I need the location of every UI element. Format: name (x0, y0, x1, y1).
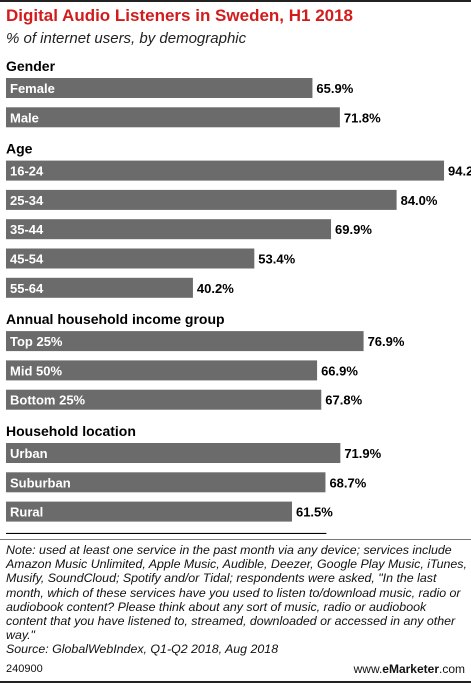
data-label: 53.4% (258, 252, 295, 267)
bar (6, 107, 340, 128)
bar-chart: Gender Female 65.9% Male 71.8% Age 16-24 94.2% 2… (6, 58, 471, 534)
bar-label: Mid 50% (10, 363, 62, 378)
bar (6, 219, 332, 240)
chart-note: Note: used at least one service in the p… (6, 543, 468, 657)
group-heading: Gender (6, 58, 56, 74)
data-label: 84.0% (401, 193, 438, 208)
bar (6, 78, 313, 98)
chart-title: Digital Audio Listeners in Sweden, H1 20… (6, 6, 354, 25)
bar (6, 472, 326, 493)
bar-label: 25-34 (10, 193, 44, 208)
bar-label: 45-54 (10, 252, 44, 267)
bar-label: 35-44 (10, 222, 44, 237)
chart-subtitle: % of internet users, by demographic (6, 30, 247, 47)
bar (6, 160, 445, 181)
bar-label: Female (10, 81, 55, 96)
data-label: 67.8% (325, 393, 362, 408)
data-label: 94.2% (448, 164, 471, 179)
bar (6, 277, 193, 298)
bar-label: 55-64 (10, 281, 44, 296)
bar (6, 189, 397, 210)
bar (6, 331, 364, 352)
bar (6, 501, 292, 522)
data-label: 68.7% (329, 475, 366, 490)
bar (6, 248, 255, 269)
data-label: 66.9% (321, 363, 358, 378)
bar-label: Urban (10, 446, 48, 461)
bar-label: Rural (10, 505, 43, 520)
bar (6, 360, 318, 381)
group-heading: Household location (6, 423, 136, 439)
brand-logo: www.eMarketer.com (353, 662, 465, 676)
top-rule (0, 0, 471, 2)
data-label: 69.9% (335, 222, 372, 237)
bottom-rule (0, 681, 471, 683)
group-heading: Age (6, 141, 33, 157)
bar-label: 16-24 (10, 164, 44, 179)
bar-label: Bottom 25% (10, 393, 86, 408)
data-label: 76.9% (368, 334, 405, 349)
group-heading: Annual household income group (6, 311, 225, 327)
data-label: 71.8% (344, 110, 381, 125)
note-text: Note: used at least one service in the p… (6, 543, 467, 643)
bar-label: Top 25% (10, 334, 63, 349)
source-text: Source: GlobalWebIndex, Q1-Q2 2018, Aug … (6, 642, 279, 657)
data-label: 61.5% (296, 505, 333, 520)
bar-label: Suburban (10, 475, 71, 490)
note-divider (0, 539, 471, 540)
data-label: 65.9% (316, 81, 353, 96)
data-label: 71.9% (344, 446, 381, 461)
bar (6, 443, 341, 463)
chart-id: 240900 (6, 663, 43, 675)
bar (6, 389, 322, 410)
bar-label: Male (10, 110, 39, 125)
data-label: 40.2% (197, 281, 234, 296)
bar (6, 532, 327, 534)
